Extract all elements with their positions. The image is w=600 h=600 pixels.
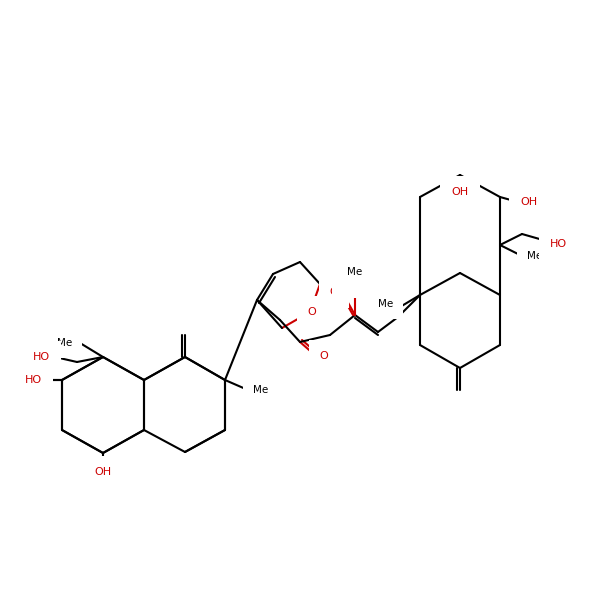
Text: HO: HO: [33, 352, 50, 362]
Text: OH: OH: [451, 187, 469, 197]
Text: O: O: [344, 273, 352, 283]
Text: O: O: [343, 277, 352, 287]
Text: O: O: [308, 307, 316, 317]
Text: HO: HO: [25, 375, 42, 385]
Text: Me: Me: [347, 267, 362, 277]
Text: HO: HO: [550, 239, 567, 249]
Text: OH: OH: [520, 197, 537, 207]
Text: O: O: [329, 287, 338, 297]
Text: Me: Me: [378, 299, 393, 309]
Text: Me: Me: [527, 251, 542, 261]
Text: Me: Me: [57, 338, 72, 348]
Text: Me: Me: [253, 385, 268, 395]
Text: O: O: [320, 351, 328, 361]
Text: OH: OH: [94, 467, 112, 477]
